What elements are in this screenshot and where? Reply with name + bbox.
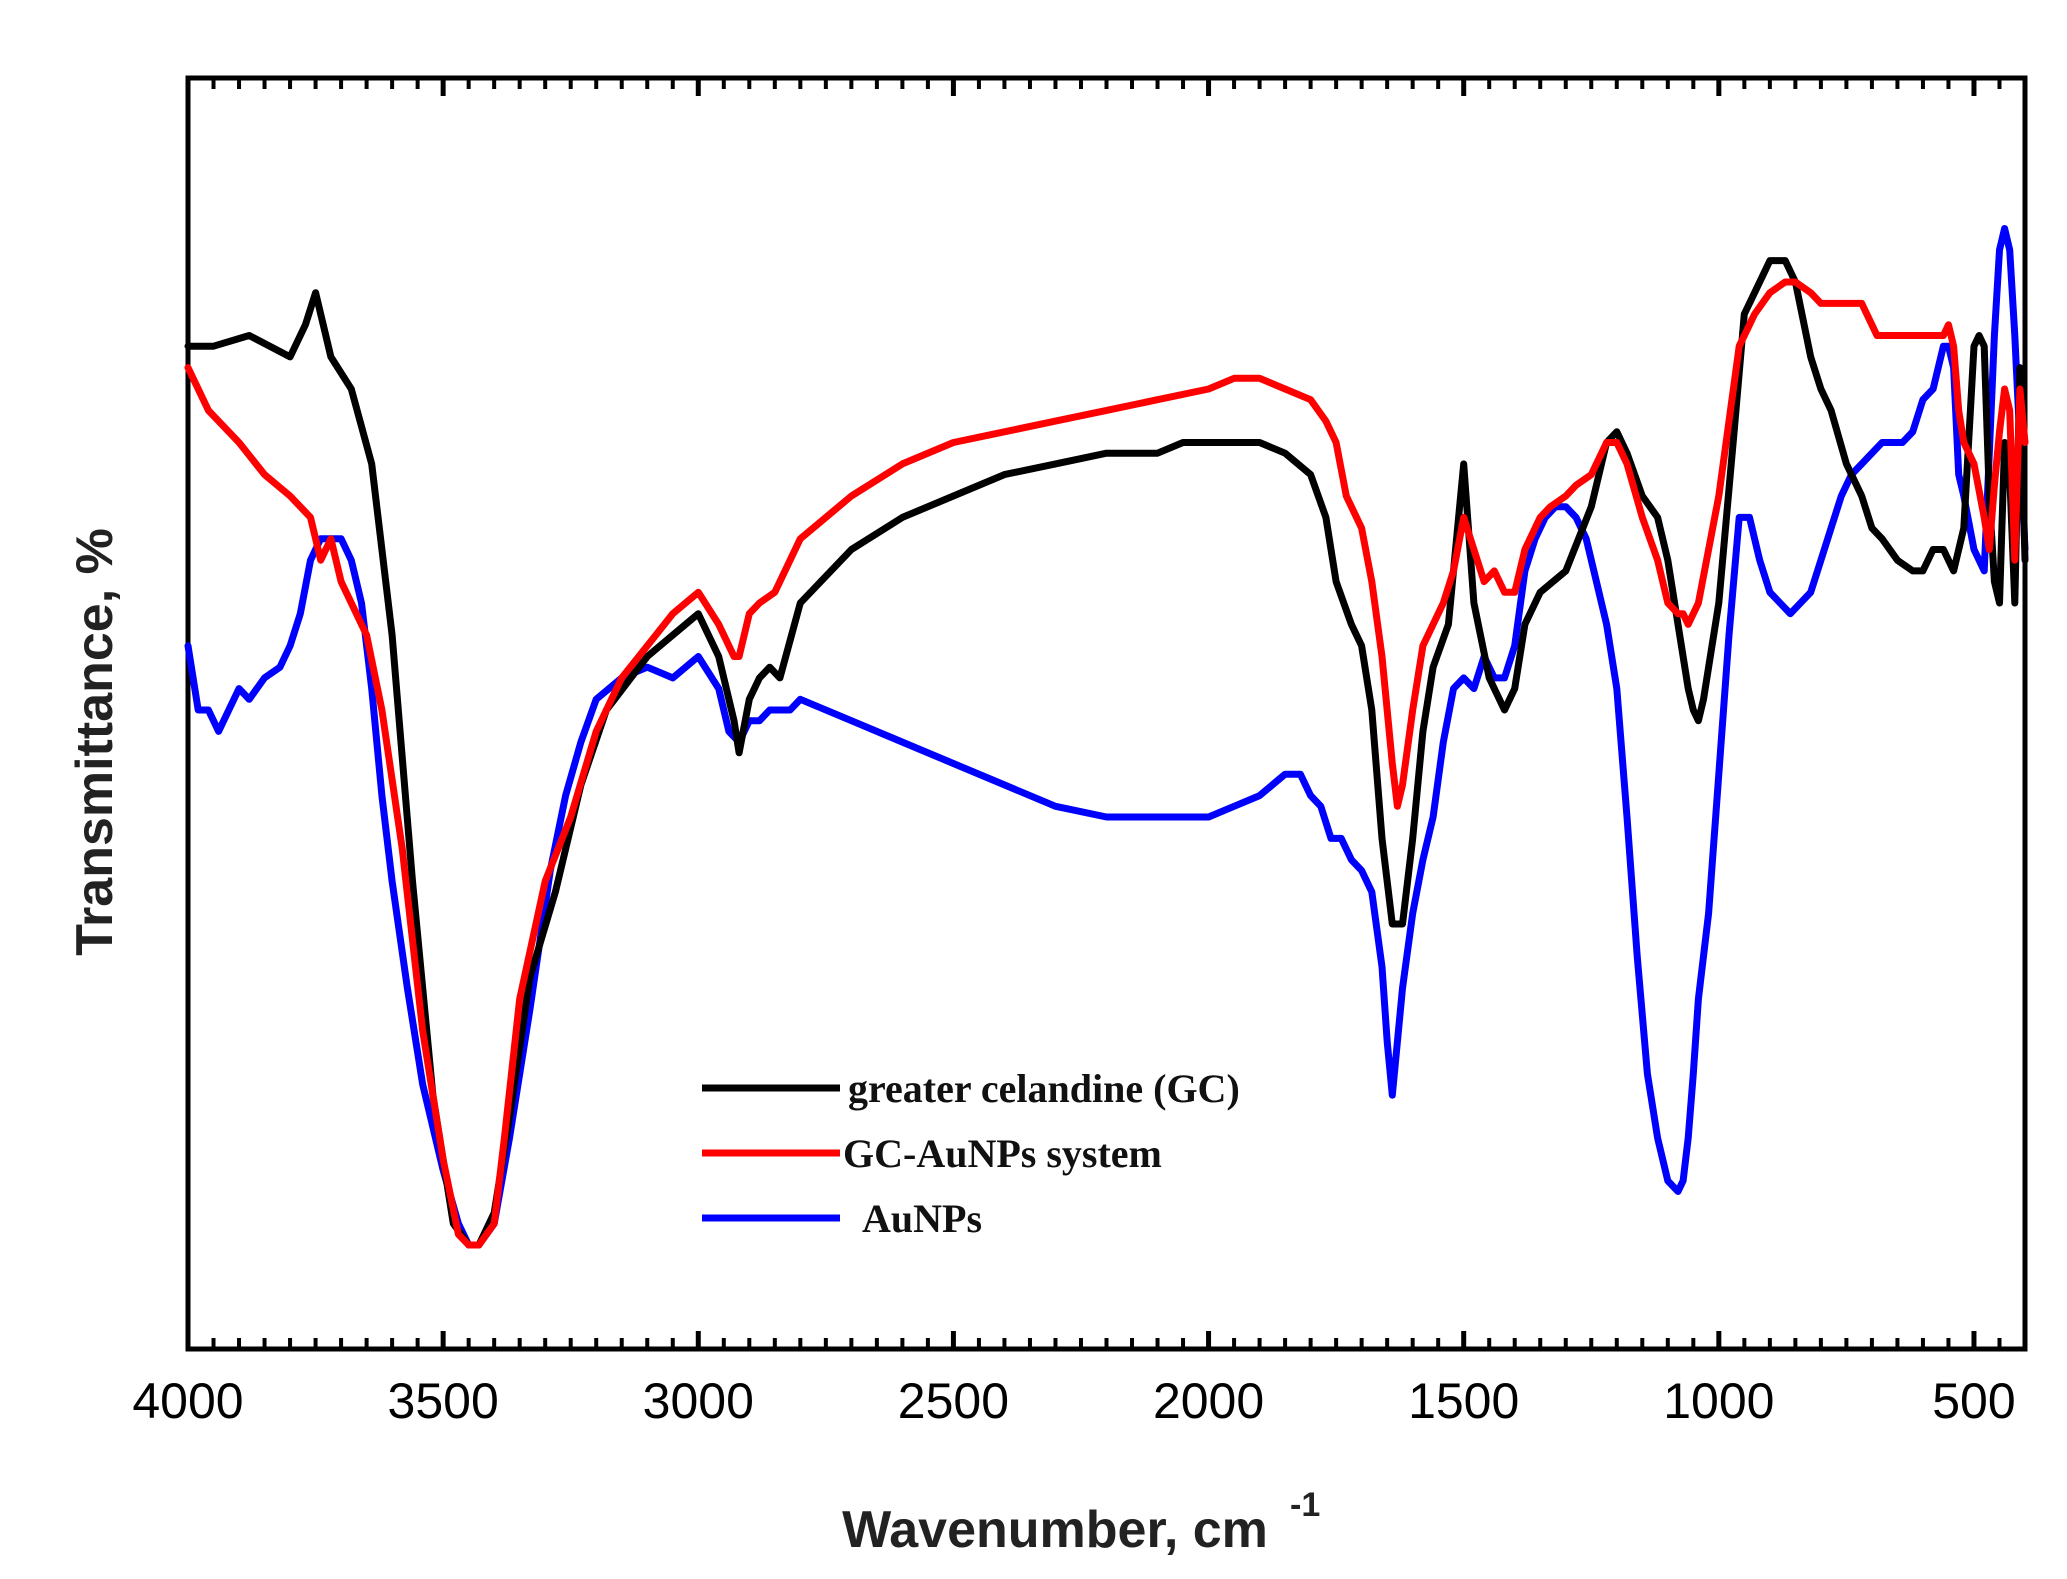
x-axis-title-superscript: -1 [1290, 1486, 1320, 1524]
x-tick-label: 500 [1932, 1373, 2015, 1429]
legend-label: GC-AuNPs system [843, 1131, 1162, 1176]
y-axis-title: Transmittance, % [66, 528, 124, 956]
series-line-greater-celandine-gc [184, 257, 2029, 1249]
x-tick-label: 1000 [1663, 1373, 1774, 1429]
axis-ticks [185, 78, 2027, 1349]
x-axis-title: Wavenumber, cm [842, 1501, 1268, 1559]
series-line-gc-aunps-system [184, 278, 2029, 1249]
x-tick-label: 2500 [898, 1373, 1009, 1429]
legend-label: greater celandine (GC) [848, 1066, 1240, 1111]
x-tick-label: 2000 [1153, 1373, 1264, 1429]
x-tick-label: 1500 [1408, 1373, 1519, 1429]
x-tick-label: 3000 [643, 1373, 754, 1429]
series-layer [184, 225, 2029, 1249]
x-tick-label: 4000 [132, 1373, 243, 1429]
legend: greater celandine (GC) GC-AuNPs system AuN… [702, 1066, 1240, 1241]
x-tick-labels: 4000 3500 3000 2500 2000 1500 1000 500 [132, 1373, 2015, 1429]
x-axis-title-group: Wavenumber, cm -1 [842, 1486, 1320, 1559]
legend-label: AuNPs [862, 1196, 982, 1241]
x-tick-label: 3500 [388, 1373, 499, 1429]
